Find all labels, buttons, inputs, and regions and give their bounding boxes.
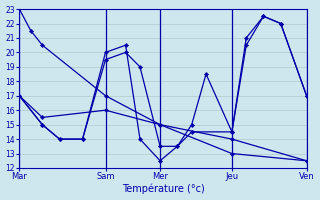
X-axis label: Température (°c): Température (°c) [122, 184, 204, 194]
